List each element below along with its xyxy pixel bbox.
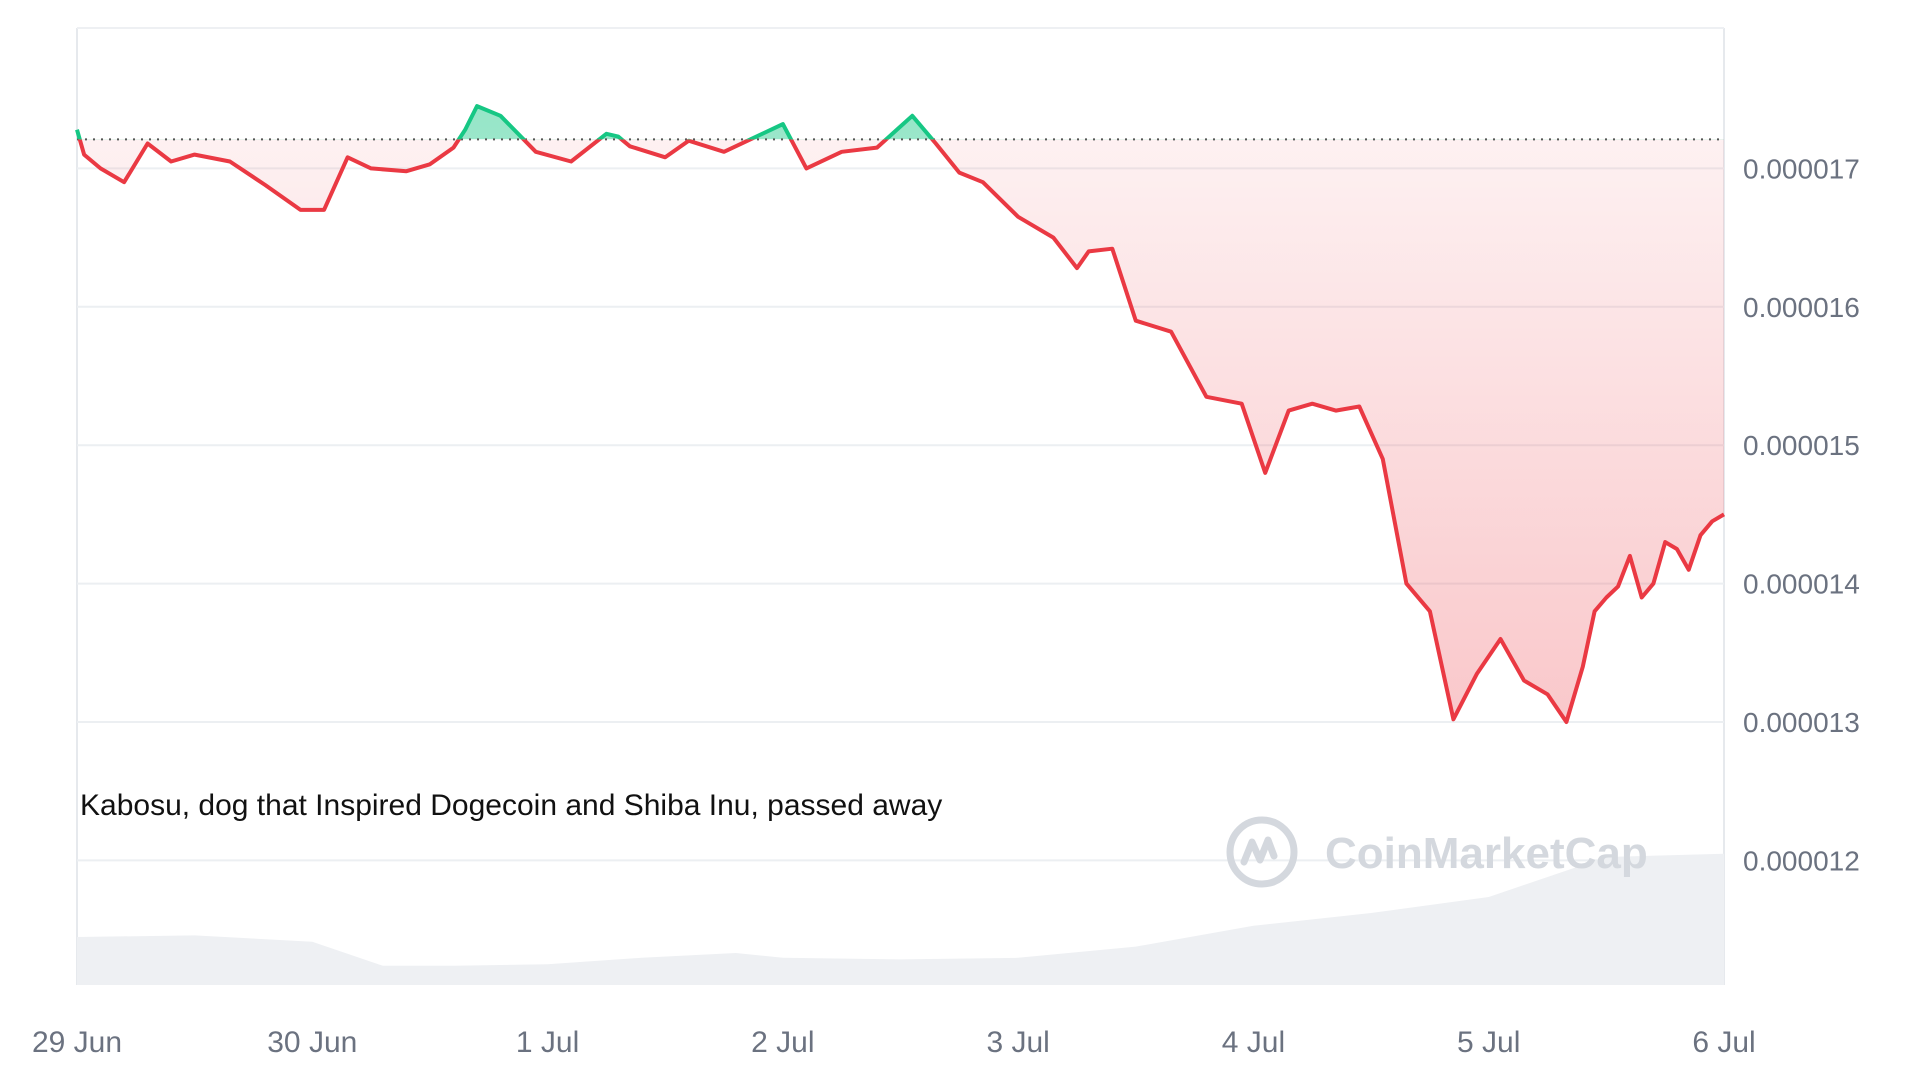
y-tick-label: 0.000017 xyxy=(1743,153,1860,184)
x-tick-label: 3 Jul xyxy=(986,1026,1049,1059)
line-layer xyxy=(75,104,1726,724)
price-line-down xyxy=(77,139,1726,724)
x-tick-label: 5 Jul xyxy=(1457,1026,1520,1059)
x-tick-label: 4 Jul xyxy=(1222,1026,1285,1059)
x-tick-label: 30 Jun xyxy=(267,1026,357,1059)
coinmarketcap-watermark: CoinMarketCap xyxy=(1226,816,1648,888)
y-tick-label: 0.000014 xyxy=(1743,569,1860,600)
volume-layer xyxy=(77,853,1724,985)
area-layer xyxy=(77,106,1724,722)
y-axis-ticks: 0.000017 0.000016 0.000015 0.000014 0.000013… xyxy=(1743,153,1860,876)
grid-lines xyxy=(77,167,1724,862)
y-tick-label: 0.000016 xyxy=(1743,292,1860,323)
y-tick-label: 0.000012 xyxy=(1743,845,1860,876)
x-tick-label: 2 Jul xyxy=(751,1026,814,1059)
event-annotation: Kabosu, dog that Inspired Dogecoin and S… xyxy=(80,789,942,822)
x-tick-label: 29 Jun xyxy=(32,1026,122,1059)
watermark-text: CoinMarketCap xyxy=(1325,829,1648,878)
coinmarketcap-logo-icon xyxy=(1226,816,1298,888)
volume-area xyxy=(77,853,1724,985)
x-tick-label: 1 Jul xyxy=(516,1026,579,1059)
y-tick-label: 0.000015 xyxy=(1743,430,1860,461)
x-tick-label: 6 Jul xyxy=(1692,1026,1755,1059)
y-tick-label: 0.000013 xyxy=(1743,707,1860,738)
below-baseline-area xyxy=(79,139,1724,722)
above-baseline-area xyxy=(77,106,1724,140)
x-axis-ticks: 29 Jun 30 Jun 1 Jul 2 Jul 3 Jul 4 Jul 5 Jul 6 J… xyxy=(32,1026,1756,1059)
